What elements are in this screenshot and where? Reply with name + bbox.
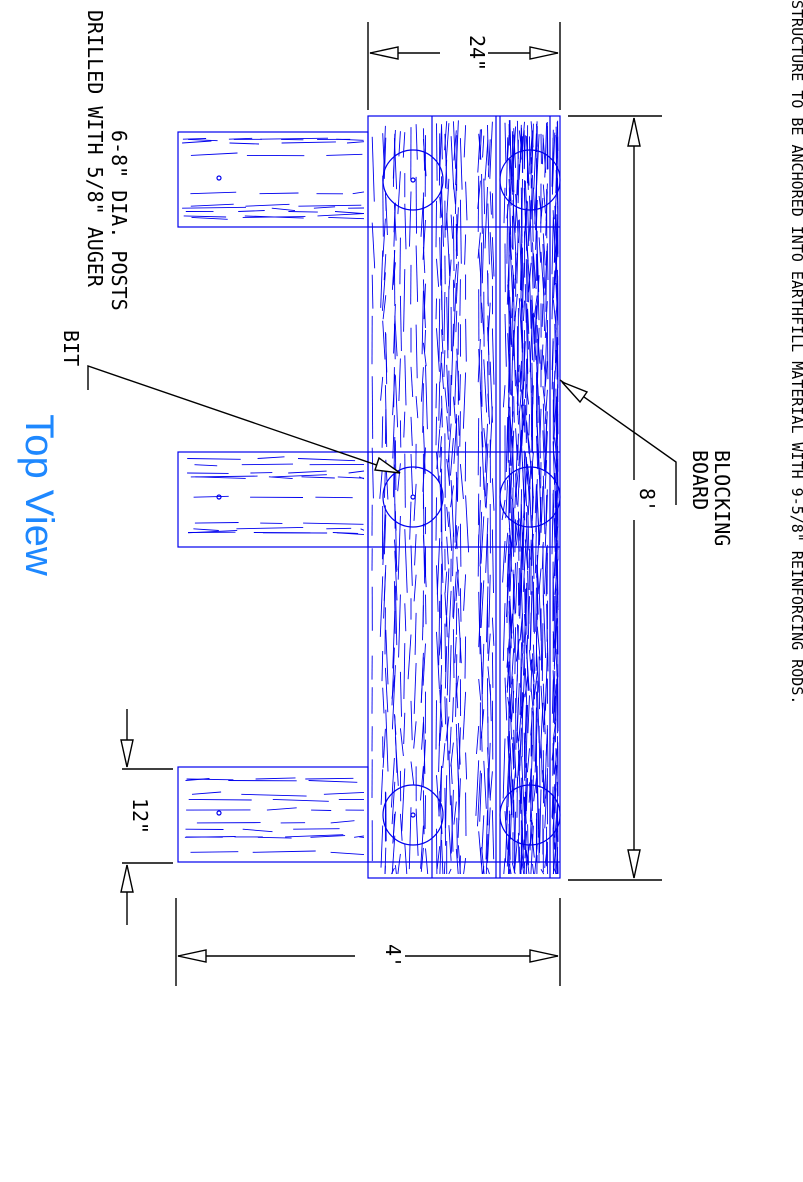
view-title: Top View [17, 414, 61, 576]
dimension-4ft: 4' [175, 898, 561, 986]
dimension-8ft: 8' [568, 115, 662, 881]
blocking-circle-middle [499, 466, 561, 528]
posts-callout-line2: DRILLED WITH 5/8" AUGER [83, 10, 107, 288]
timber-structure [177, 115, 561, 879]
post-circle-top [382, 149, 444, 211]
dimension-8ft-label: 8' [635, 488, 659, 512]
post-circle-bottom [382, 784, 444, 846]
dimension-24: 24" [367, 22, 561, 110]
blocking-callout: BLOCKING BOARD [688, 450, 734, 546]
blocking-leader [559, 379, 677, 505]
dimension-12-label: 12" [128, 798, 152, 834]
posts-callout-line3: BIT [59, 330, 83, 366]
dimension-12: 12" [120, 709, 173, 925]
post-top [177, 131, 369, 228]
posts-leader [87, 365, 401, 474]
posts-callout: 6-8" DIA. POSTS DRILLED WITH 5/8" AUGER … [59, 10, 131, 366]
dimension-4ft-label: 4' [381, 944, 405, 968]
post-circle-middle [382, 466, 444, 528]
dimension-24-label: 24" [465, 35, 489, 71]
blocking-callout-line1: BLOCKING [710, 450, 734, 546]
posts-callout-line1: 6-8" DIA. POSTS [107, 130, 131, 311]
wood-grain [182, 119, 559, 875]
anchoring-note: STRUCTURE TO BE ANCHORED INTO EARTHFILL … [788, 0, 803, 704]
blocking-callout-line2: BOARD [688, 450, 712, 510]
